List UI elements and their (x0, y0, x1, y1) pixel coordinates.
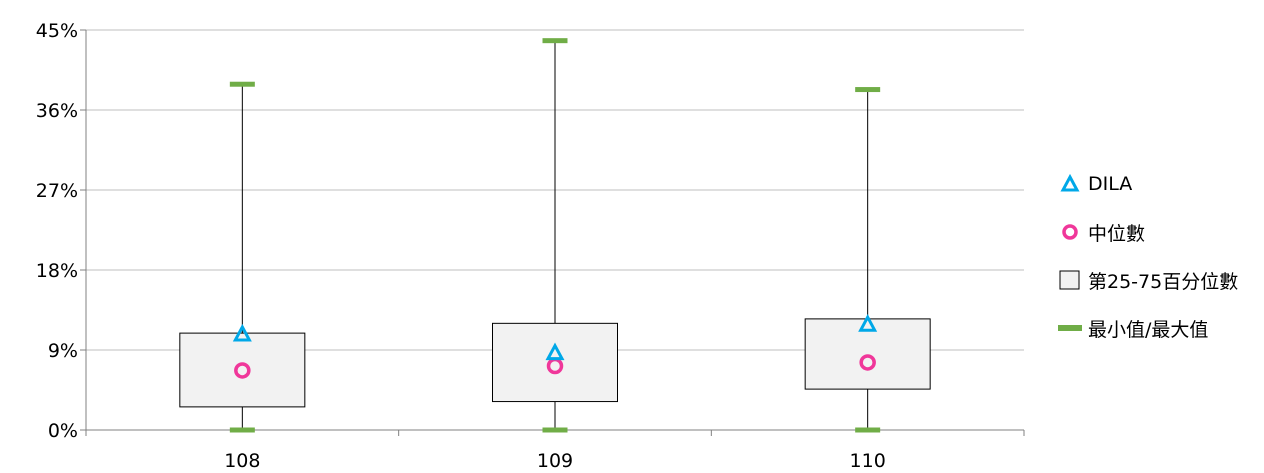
min-marker (855, 427, 881, 433)
y-tick-label: 9% (48, 340, 78, 362)
x-tick-label: 109 (537, 450, 573, 472)
median-marker (234, 362, 251, 379)
y-tick-label: 18% (36, 260, 78, 282)
legend-item-dila: DILA (1058, 160, 1238, 208)
legend: DILA 中位數 第25-75百分位數 最小值/最大值 (1058, 160, 1238, 352)
median-marker (859, 354, 876, 371)
legend-label: 第25-75百分位數 (1088, 270, 1239, 293)
y-axis-ticks: 0% 9% 18% 27% 36% 45% (36, 20, 86, 442)
max-marker (229, 81, 255, 87)
dila-marker (858, 314, 878, 332)
legend-item-minmax: 最小值/最大值 (1058, 304, 1238, 352)
circle-icon (1062, 224, 1078, 240)
legend-label: 最小值/最大值 (1088, 318, 1209, 341)
dila-marker (545, 342, 565, 361)
y-tick-label: 45% (36, 20, 78, 42)
iqr-box (179, 332, 306, 408)
legend-label: 中位數 (1088, 222, 1146, 245)
boxes (179, 38, 931, 433)
y-tick-label: 36% (36, 100, 78, 122)
dash-icon (1058, 325, 1082, 331)
x-tick-label: 110 (850, 450, 886, 472)
iqr-box (492, 322, 618, 403)
legend-item-median: 中位數 (1058, 208, 1238, 256)
y-tick-label: 0% (48, 420, 78, 442)
max-marker (855, 87, 881, 93)
dila-marker (232, 323, 252, 342)
triangle-icon (1060, 173, 1080, 192)
x-tick-label: 108 (224, 450, 260, 472)
max-marker (542, 38, 568, 44)
box-icon (1059, 270, 1080, 290)
y-tick-label: 27% (36, 180, 78, 202)
legend-label: DILA (1088, 173, 1133, 195)
min-marker (542, 427, 568, 433)
legend-item-iqr: 第25-75百分位數 (1058, 256, 1238, 304)
min-marker (229, 427, 255, 433)
